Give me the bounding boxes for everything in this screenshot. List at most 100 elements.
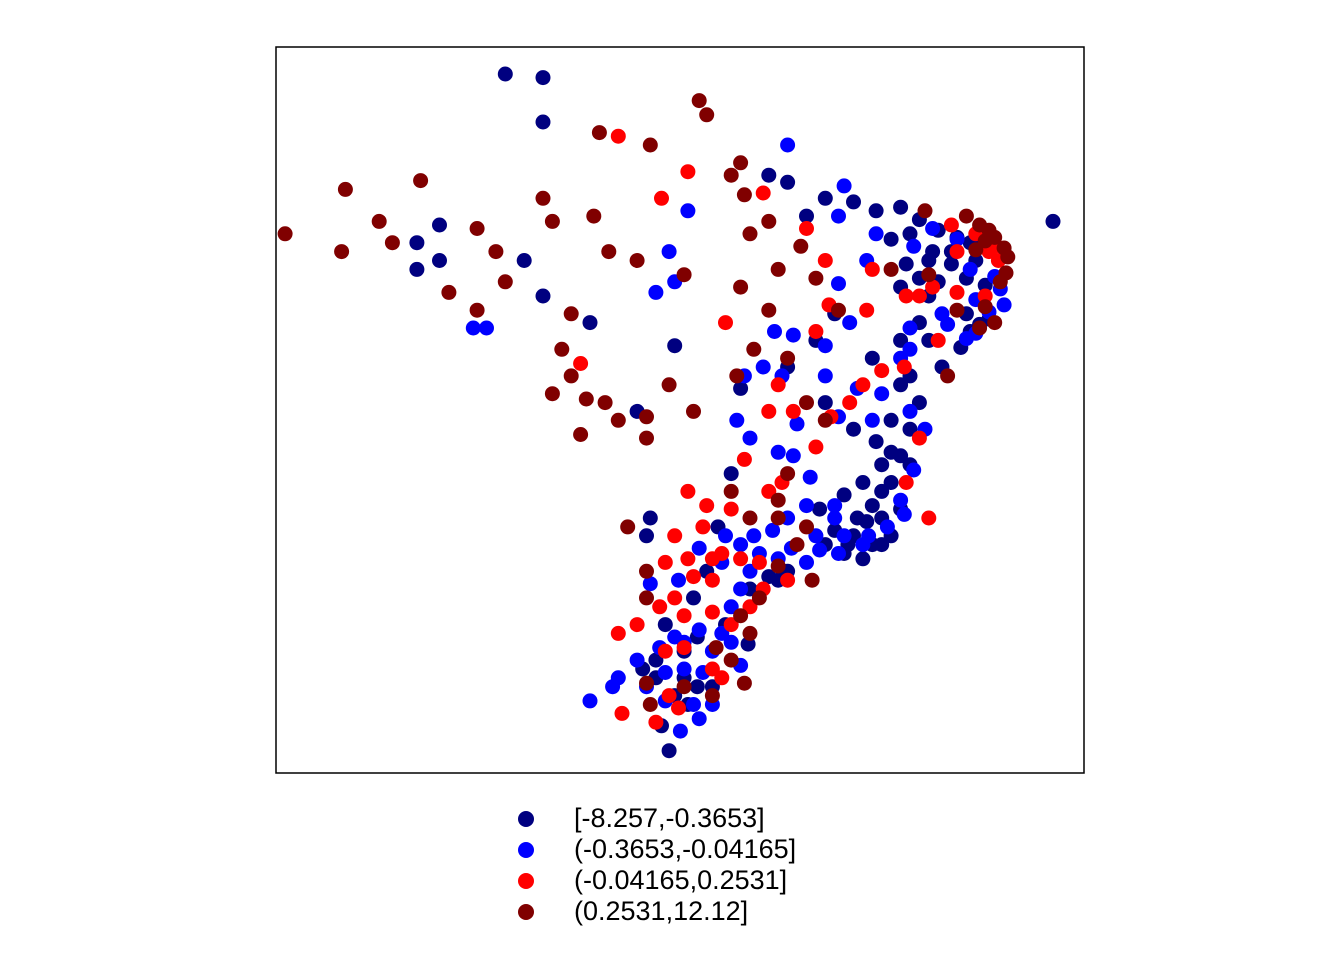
data-point xyxy=(676,608,692,624)
data-point xyxy=(742,430,758,446)
data-point xyxy=(780,137,796,153)
data-point xyxy=(733,551,749,567)
data-point xyxy=(337,181,353,197)
data-point xyxy=(761,483,777,499)
data-point xyxy=(657,643,673,659)
data-point xyxy=(723,634,739,650)
data-point xyxy=(691,711,707,727)
data-point xyxy=(751,590,767,606)
data-point xyxy=(780,466,796,482)
data-point xyxy=(968,242,984,258)
data-point xyxy=(639,430,654,446)
data-point xyxy=(657,554,673,570)
data-point xyxy=(563,368,579,384)
data-point xyxy=(723,652,739,668)
data-point xyxy=(544,213,560,229)
data-point xyxy=(977,299,993,315)
data-point xyxy=(676,640,692,656)
data-point xyxy=(671,572,686,588)
data-point xyxy=(817,190,833,206)
data-point xyxy=(723,483,739,499)
data-point xyxy=(827,498,843,514)
data-point xyxy=(943,256,959,272)
data-point xyxy=(864,498,880,514)
data-point xyxy=(859,514,875,530)
data-point xyxy=(902,320,918,336)
data-point xyxy=(629,253,645,268)
data-point xyxy=(409,235,425,251)
data-point xyxy=(488,244,504,260)
legend-item: (-0.3653,-0.04165] xyxy=(518,834,796,865)
data-point xyxy=(676,267,692,283)
data-point xyxy=(648,714,664,730)
data-point xyxy=(642,137,658,153)
data-point xyxy=(793,238,809,254)
data-point xyxy=(465,320,481,336)
data-point xyxy=(799,395,814,411)
data-point xyxy=(742,625,758,641)
data-point xyxy=(736,675,752,691)
data-point xyxy=(930,332,946,348)
data-point xyxy=(704,688,720,704)
data-point xyxy=(874,537,890,553)
data-point xyxy=(874,457,890,473)
data-point xyxy=(661,377,677,393)
data-point xyxy=(761,302,777,318)
data-point xyxy=(718,528,733,544)
data-point xyxy=(996,297,1012,313)
data-point xyxy=(799,519,814,535)
data-point xyxy=(785,403,801,419)
data-point xyxy=(680,164,696,180)
data-point xyxy=(898,256,914,272)
data-point xyxy=(893,448,909,464)
data-point xyxy=(911,288,927,304)
data-point xyxy=(855,475,871,490)
legend-label: (-0.3653,-0.04165] xyxy=(574,834,797,864)
data-point xyxy=(958,208,974,224)
data-point xyxy=(742,599,758,615)
data-point xyxy=(883,412,899,428)
data-point xyxy=(808,324,824,339)
data-point xyxy=(868,434,884,450)
data-point xyxy=(648,284,664,300)
data-point xyxy=(573,427,589,442)
data-point xyxy=(842,315,858,331)
data-point xyxy=(718,315,733,331)
data-point xyxy=(868,226,884,242)
data-point xyxy=(733,581,749,597)
data-point xyxy=(714,625,730,641)
data-point xyxy=(582,693,598,709)
data-point xyxy=(642,510,658,526)
data-point xyxy=(479,320,494,336)
data-point xyxy=(789,416,805,432)
data-point xyxy=(906,238,922,254)
data-point xyxy=(686,403,701,419)
legend-label: (0.2531,12.12] xyxy=(574,896,749,926)
data-point xyxy=(432,253,447,268)
legend: [-8.257,-0.3653] (-0.3653,-0.04165] (-0.… xyxy=(518,803,796,927)
data-point xyxy=(629,617,645,633)
data-point xyxy=(639,528,654,544)
data-point xyxy=(925,279,941,295)
data-point xyxy=(761,213,777,229)
data-point xyxy=(671,700,686,716)
data-point xyxy=(601,244,617,260)
data-point xyxy=(708,640,724,656)
data-point xyxy=(780,572,796,588)
data-point xyxy=(817,395,833,411)
data-point xyxy=(544,386,560,402)
data-point xyxy=(516,253,532,268)
data-point xyxy=(864,350,880,366)
data-point xyxy=(497,274,513,290)
data-point xyxy=(949,231,965,247)
data-point xyxy=(864,261,880,277)
data-point xyxy=(729,412,745,428)
data-point xyxy=(804,572,820,588)
data-point xyxy=(808,270,824,286)
data-point xyxy=(812,501,828,517)
data-point xyxy=(535,288,551,304)
data-point xyxy=(695,519,711,535)
data-point xyxy=(661,743,677,759)
data-point xyxy=(657,617,673,633)
data-point xyxy=(893,199,909,215)
